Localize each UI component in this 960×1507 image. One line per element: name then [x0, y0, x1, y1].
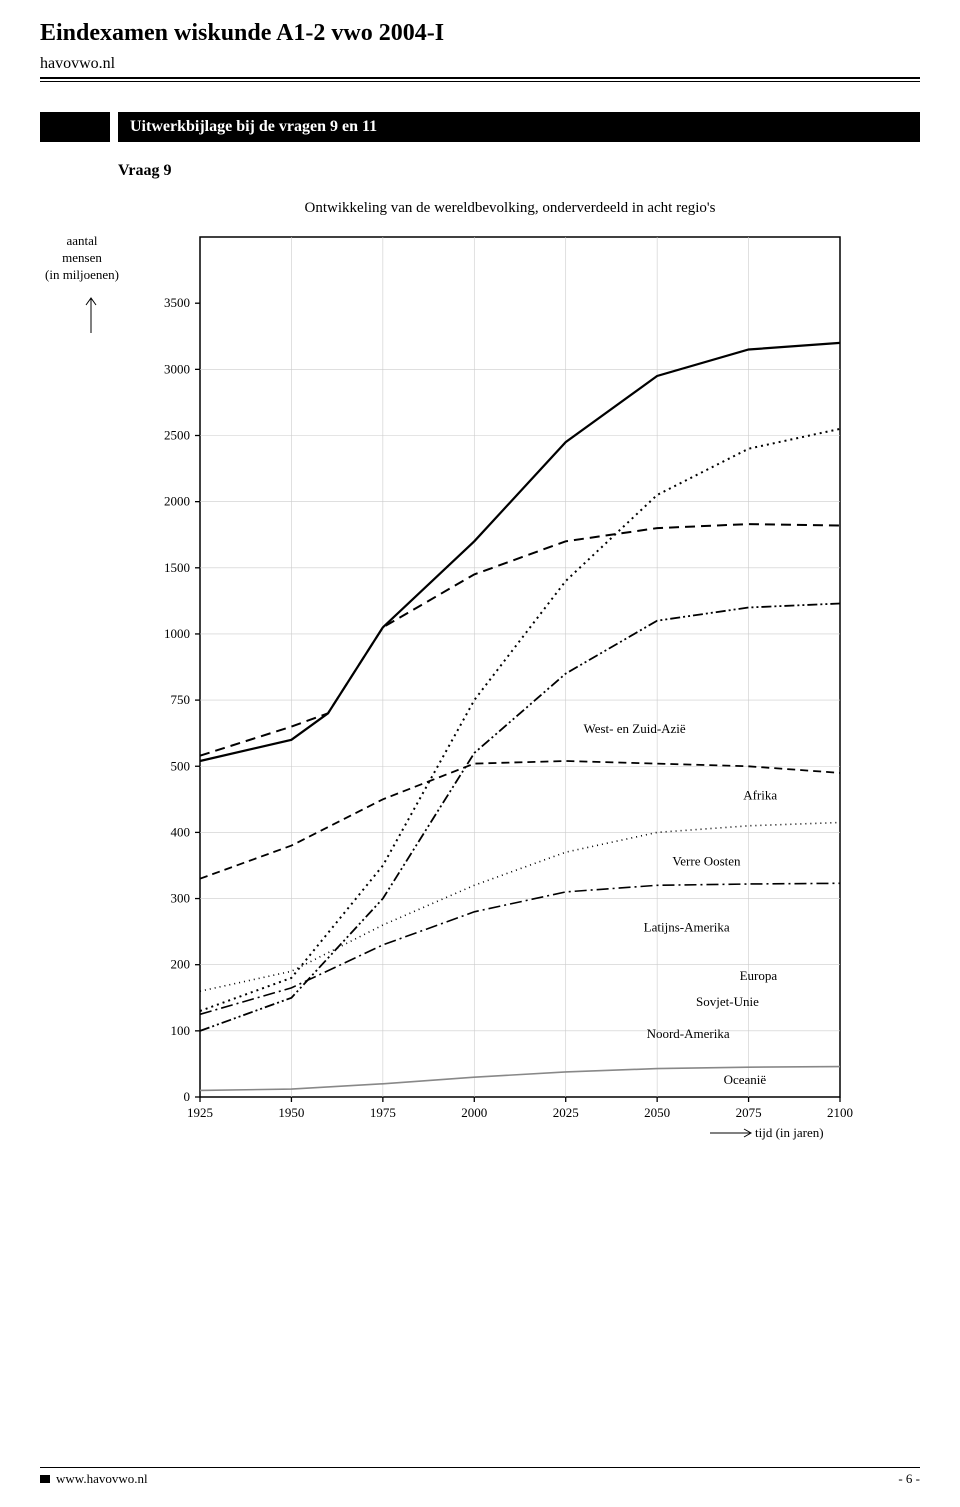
svg-text:400: 400	[171, 824, 191, 839]
svg-text:1000: 1000	[164, 626, 190, 641]
svg-text:Europa: Europa	[740, 968, 778, 983]
svg-text:1950: 1950	[278, 1105, 304, 1120]
footer-page: - 6 -	[898, 1471, 920, 1487]
page-footer: www.havovwo.nl - 6 -	[40, 1467, 920, 1487]
svg-text:2000: 2000	[461, 1105, 487, 1120]
site-name: havovwo.nl	[40, 55, 920, 73]
exam-title: Eindexamen wiskunde A1-2 vwo 2004-I	[40, 20, 920, 47]
svg-text:2075: 2075	[736, 1105, 762, 1120]
y-axis-label: aantal mensen (in miljoenen)	[45, 233, 119, 284]
svg-text:100: 100	[171, 1023, 191, 1038]
y-axis-arrow-icon	[82, 295, 100, 335]
svg-text:0: 0	[184, 1089, 191, 1104]
header-rule-thick	[40, 77, 920, 79]
svg-text:Noord-Amerika: Noord-Amerika	[647, 1026, 730, 1041]
svg-text:2100: 2100	[827, 1105, 853, 1120]
header-rule-thin	[40, 81, 920, 82]
svg-text:tijd (in jaren): tijd (in jaren)	[755, 1125, 824, 1140]
svg-text:Sovjet-Unie: Sovjet-Unie	[696, 994, 759, 1009]
svg-text:1500: 1500	[164, 560, 190, 575]
svg-text:2050: 2050	[644, 1105, 670, 1120]
svg-text:2025: 2025	[553, 1105, 579, 1120]
svg-text:2500: 2500	[164, 428, 190, 443]
svg-text:500: 500	[171, 758, 191, 773]
svg-text:3000: 3000	[164, 361, 190, 376]
svg-text:Oceanië: Oceanië	[724, 1072, 767, 1087]
svg-text:3500: 3500	[164, 295, 190, 310]
svg-text:300: 300	[171, 891, 191, 906]
svg-text:2000: 2000	[164, 494, 190, 509]
section-title: Uitwerkbijlage bij de vragen 9 en 11	[118, 112, 920, 142]
chart-title: Ontwikkeling van de wereldbevolking, ond…	[100, 200, 920, 217]
svg-text:Latijns-Amerika: Latijns-Amerika	[644, 920, 730, 935]
svg-text:750: 750	[171, 692, 191, 707]
population-chart: 0 100 200 300 400 500 750 1000 1500 2000 2500 3000 3…	[80, 227, 920, 1147]
section-bar: Uitwerkbijlage bij de vragen 9 en 11	[40, 112, 920, 142]
svg-text:1975: 1975	[370, 1105, 396, 1120]
section-marker	[40, 112, 110, 142]
question-label: Vraag 9	[118, 162, 920, 180]
svg-text:Verre Oosten: Verre Oosten	[672, 853, 741, 868]
svg-text:West- en Zuid-Azië: West- en Zuid-Azië	[584, 721, 686, 736]
svg-text:1925: 1925	[187, 1105, 213, 1120]
footer-site: www.havovwo.nl	[56, 1471, 148, 1487]
svg-text:200: 200	[171, 957, 191, 972]
svg-text:Afrika: Afrika	[743, 787, 777, 802]
chart-container: aantal mensen (in miljoenen) 01002003004…	[80, 227, 920, 1147]
